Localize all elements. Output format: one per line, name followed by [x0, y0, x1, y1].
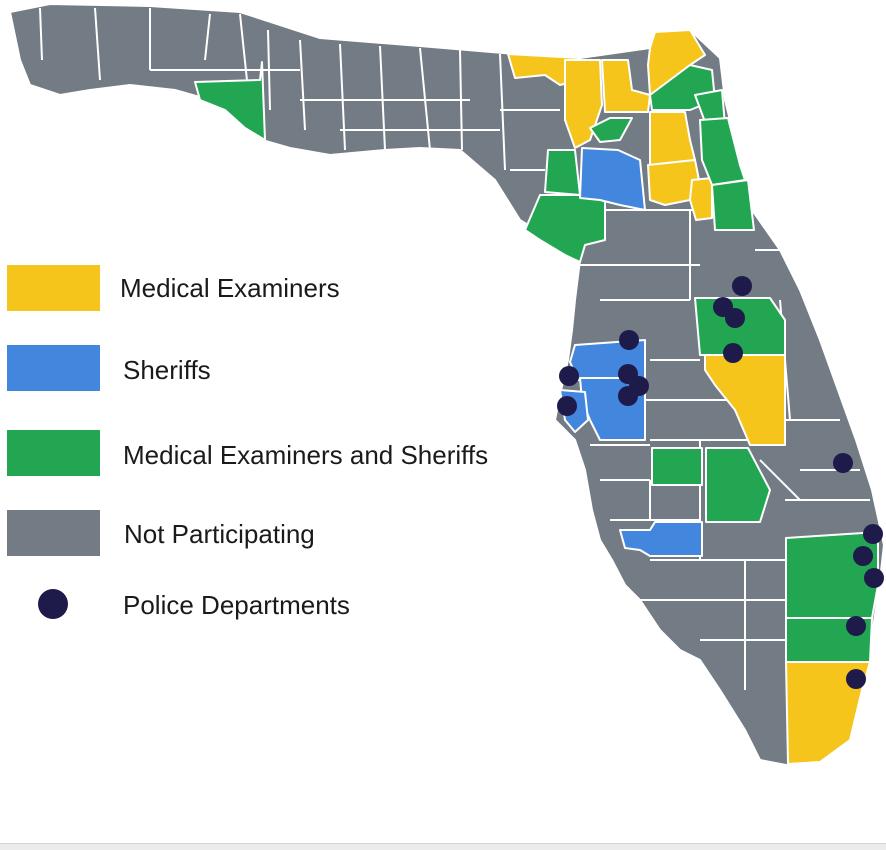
both-counties [194, 61, 879, 663]
police-dot [732, 276, 752, 296]
police-departments [557, 276, 884, 689]
police-dot [618, 386, 638, 406]
medical-examiners-counties [507, 29, 871, 765]
police-dot [853, 546, 873, 566]
police-dot [833, 453, 853, 473]
bottom-scroll-edge [0, 843, 886, 850]
police-dot [559, 366, 579, 386]
police-dot [723, 343, 743, 363]
police-dot [725, 308, 745, 328]
police-dot [619, 330, 639, 350]
police-dot [557, 396, 577, 416]
police-dot [864, 568, 884, 588]
police-dot [846, 669, 866, 689]
police-dot [863, 524, 883, 544]
police-dot [846, 616, 866, 636]
